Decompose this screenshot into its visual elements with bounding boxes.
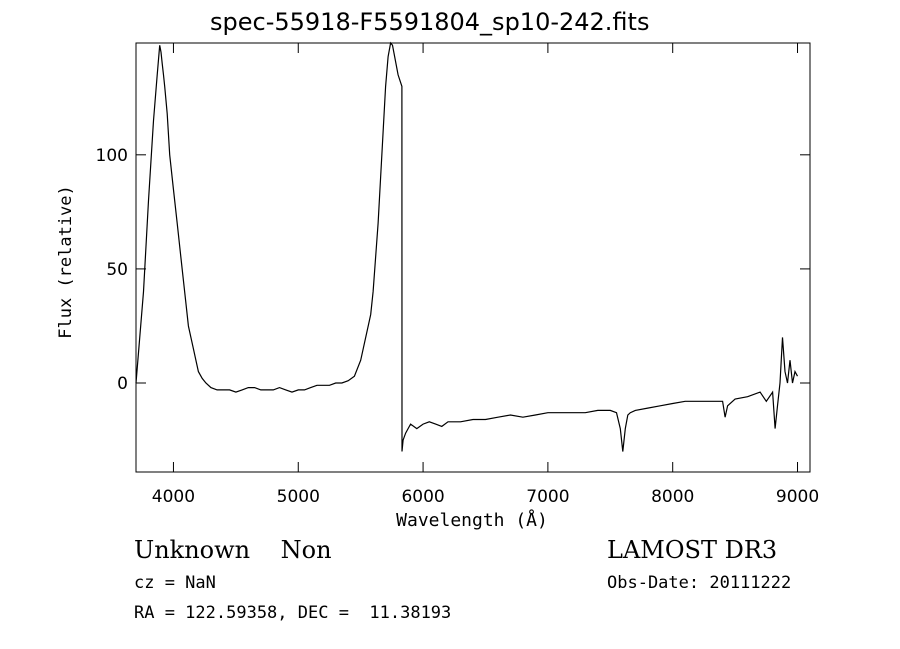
survey-name: LAMOST DR3	[607, 536, 778, 564]
x-tick-label: 8000	[651, 487, 694, 507]
y-tick-label: 0	[117, 374, 128, 394]
y-tick-label: 50	[106, 260, 128, 280]
y-tick-label: 100	[96, 146, 128, 166]
x-tick-label: 9000	[776, 487, 819, 507]
plot-frame	[135, 42, 811, 473]
x-tick-label: 5000	[277, 487, 320, 507]
object-class: Unknown Non	[134, 536, 332, 564]
x-axis-ticks: 4000 5000 6000 7000 8000 9000	[152, 43, 819, 507]
spectrum-line	[135, 41, 799, 452]
y-axis-ticks: 0 50 100	[96, 146, 810, 394]
x-tick-label: 6000	[401, 487, 444, 507]
obs-date-text: Obs-Date: 20111222	[607, 573, 792, 593]
redshift-text: cz = NaN	[134, 573, 216, 593]
y-axis-label: Flux (relative)	[56, 185, 76, 339]
x-axis-label: Wavelength (Å)	[396, 510, 548, 531]
x-tick-label: 7000	[526, 487, 569, 507]
x-tick-label: 4000	[152, 487, 195, 507]
chart-title: spec-55918-F5591804_sp10-242.fits	[210, 8, 650, 36]
coordinates-text: RA = 122.59358, DEC = 11.38193	[134, 603, 452, 623]
